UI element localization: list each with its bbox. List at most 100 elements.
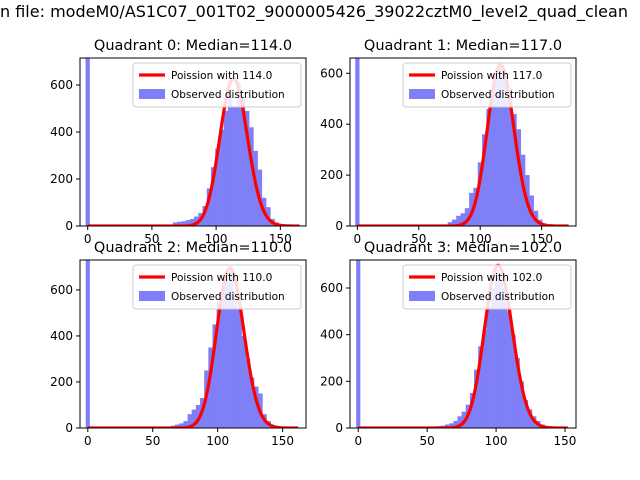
histogram-bar bbox=[241, 335, 247, 428]
histogram-bar bbox=[494, 269, 500, 428]
histogram-bar bbox=[215, 148, 220, 226]
histogram-bar bbox=[507, 311, 512, 428]
histogram-bar bbox=[189, 218, 195, 226]
legend: Poission with 110.0 Observed distribution bbox=[132, 264, 302, 310]
histogram-bar bbox=[202, 206, 208, 226]
poisson-curve bbox=[357, 63, 569, 226]
histogram-bar bbox=[519, 381, 524, 428]
y-tick-label: 200 bbox=[320, 168, 343, 182]
x-tick-label: 100 bbox=[205, 232, 228, 246]
x-tick-label: 50 bbox=[145, 434, 160, 448]
histogram-bar bbox=[516, 129, 522, 226]
histogram-bar-zero-spike bbox=[356, 260, 361, 428]
histogram-bar bbox=[191, 409, 197, 428]
histogram-bar bbox=[181, 221, 186, 226]
legend-swatch-observed bbox=[409, 89, 435, 99]
histogram-bar-zero-spike bbox=[85, 260, 90, 428]
legend-label-poisson: Poission with 117.0 bbox=[441, 70, 542, 82]
subplot-title: Quadrant 2: Median=110.0 bbox=[94, 240, 292, 256]
axes-frame bbox=[349, 57, 577, 227]
legend: Poission with 117.0 Observed distribution bbox=[402, 62, 572, 108]
legend: Poission with 114.0 Observed distribution bbox=[132, 62, 302, 108]
subplot-quadrant-3: 0 50 100 150 0 200 400 600 Quadrant 3: Median=10… bbox=[320, 240, 577, 448]
x-tick-label: 150 bbox=[530, 232, 553, 246]
histogram-bar bbox=[240, 96, 246, 226]
histogram-bar bbox=[172, 222, 178, 226]
x-tick-label: 0 bbox=[354, 232, 362, 246]
x-tick-label: 0 bbox=[84, 434, 92, 448]
plot-area bbox=[356, 260, 568, 428]
subplot-quadrant-1: 0 50 100 150 0 200 400 600 Quadrant 1: Median=11… bbox=[320, 38, 577, 246]
histogram-bar bbox=[445, 424, 450, 428]
histogram-bar bbox=[473, 187, 479, 226]
legend-box bbox=[402, 62, 572, 108]
legend-label-poisson: Poission with 102.0 bbox=[441, 272, 542, 284]
subplot-title: Quadrant 1: Median=117.0 bbox=[364, 38, 562, 54]
histogram-bar bbox=[515, 358, 520, 428]
histogram-bar bbox=[457, 416, 462, 428]
x-tick-label: 100 bbox=[206, 434, 229, 448]
y-tick-label: 600 bbox=[320, 66, 343, 80]
x-tick-label: 50 bbox=[144, 232, 159, 246]
legend-swatch-observed bbox=[409, 291, 435, 301]
histogram-bar bbox=[527, 409, 533, 428]
histogram-bar bbox=[249, 127, 254, 226]
histogram-bar bbox=[194, 216, 199, 226]
histogram-bar bbox=[227, 94, 233, 226]
plot-area bbox=[85, 58, 300, 226]
plot-area bbox=[355, 58, 569, 226]
x-tick-label: 0 bbox=[84, 232, 92, 246]
histogram-bar bbox=[469, 393, 475, 428]
legend-label-poisson: Poission with 114.0 bbox=[171, 70, 272, 82]
y-tick-label: 0 bbox=[65, 219, 73, 233]
histogram-bar bbox=[499, 68, 504, 226]
legend: Poission with 102.0 Observed distribution bbox=[402, 264, 572, 310]
histogram-bar bbox=[179, 423, 184, 428]
histogram-bar bbox=[254, 386, 259, 428]
histogram-bar bbox=[224, 280, 230, 428]
histogram-bar bbox=[474, 369, 479, 428]
histogram-bar bbox=[490, 288, 495, 428]
histogram-bar bbox=[512, 114, 517, 226]
axes-frame bbox=[79, 259, 307, 429]
histogram-bar bbox=[183, 421, 188, 428]
histogram-bar bbox=[511, 334, 516, 428]
histogram-bar bbox=[245, 358, 251, 428]
histogram-bar bbox=[494, 78, 500, 226]
histogram-bar bbox=[451, 219, 457, 226]
histogram-bar bbox=[482, 330, 487, 428]
legend-box bbox=[132, 62, 302, 108]
poisson-curve bbox=[87, 266, 299, 428]
x-tick-label: 150 bbox=[554, 434, 577, 448]
y-tick-label: 0 bbox=[65, 421, 73, 435]
histogram-bar bbox=[449, 423, 454, 428]
y-tick-label: 400 bbox=[50, 329, 73, 343]
histogram-bar bbox=[220, 287, 226, 428]
subplot-quadrant-0: 0 50 100 150 0 200 400 600 Quadrant 0: Median=11… bbox=[50, 38, 307, 246]
histogram-bar bbox=[229, 271, 234, 428]
x-tick-label: 50 bbox=[411, 232, 426, 246]
histogram-bar bbox=[478, 346, 483, 428]
poisson-curve bbox=[358, 263, 568, 428]
histogram-bar bbox=[490, 88, 496, 226]
legend-label-observed: Observed distribution bbox=[171, 291, 285, 303]
histogram-bar bbox=[507, 98, 513, 226]
histogram-bar bbox=[210, 167, 216, 226]
y-tick-label: 200 bbox=[320, 374, 343, 388]
histogram-bar bbox=[482, 134, 487, 226]
histogram-bar bbox=[233, 289, 238, 428]
subplot-title: Quadrant 0: Median=114.0 bbox=[94, 38, 292, 54]
x-tick-label: 0 bbox=[354, 434, 362, 448]
y-tick-label: 200 bbox=[50, 172, 73, 186]
subplot-quadrant-2: 0 50 100 150 0 200 400 600 Quadrant 2: Median=11… bbox=[50, 240, 307, 448]
axes-frame bbox=[79, 57, 307, 227]
x-tick-label: 100 bbox=[485, 434, 508, 448]
histogram-bar-zero-spike bbox=[85, 58, 90, 226]
figure-title: n file: modeM0/AS1C07_001T02_9000005426_… bbox=[0, 2, 628, 21]
histogram-bar bbox=[486, 108, 491, 226]
histogram-bar bbox=[502, 288, 508, 428]
legend-box bbox=[402, 264, 572, 310]
histogram-bar bbox=[185, 220, 191, 226]
histogram-bar bbox=[187, 414, 193, 428]
